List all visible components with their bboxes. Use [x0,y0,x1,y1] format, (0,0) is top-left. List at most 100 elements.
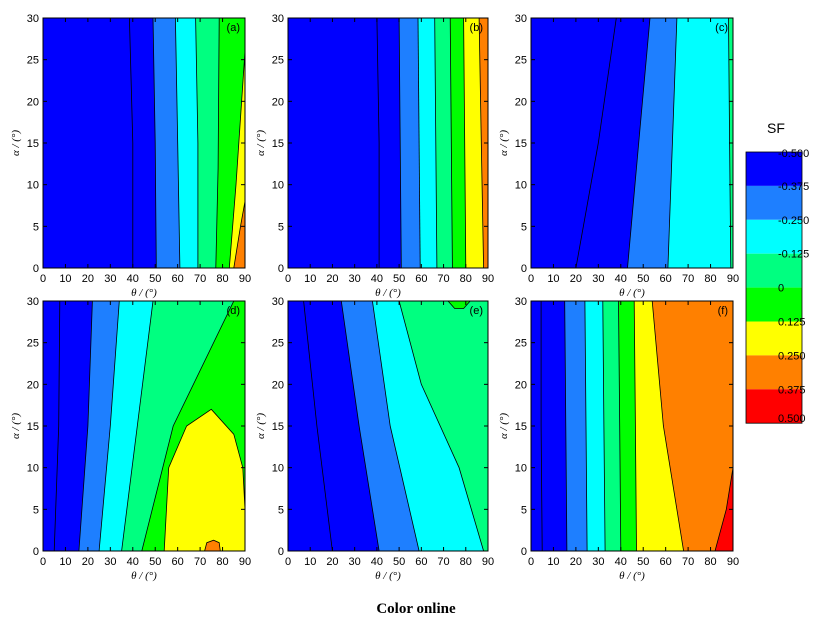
y-tick-label: 20 [27,96,39,108]
y-tick-label: 25 [272,338,284,350]
y-tick-label: 20 [515,379,527,391]
y-tick-label: 10 [272,180,284,192]
y-tick-label: 15 [515,421,527,433]
contour-line [449,18,453,268]
x-tick-label: 50 [393,273,405,285]
contour-line [398,18,402,268]
panel-tag: (e) [470,305,483,317]
x-axis-label: θ / (°) [375,287,401,299]
y-tick-label: 25 [272,55,284,67]
x-tick-label: 10 [59,273,71,285]
panel-tag: (d) [227,305,240,317]
y-axis-label: α / (°) [498,413,510,439]
contour-line [714,467,733,551]
x-tick-label: 60 [660,556,672,568]
y-tick-label: 20 [272,379,284,391]
x-tick-label: 70 [682,273,694,285]
colorbar-label: 0.250 [778,350,806,362]
x-tick-label: 10 [547,556,559,568]
contour-region [204,540,221,551]
y-tick-label: 15 [272,138,284,150]
colorbar-label: 0.375 [778,384,806,396]
x-tick-label: 40 [615,273,627,285]
x-axis-label: θ / (°) [131,570,157,582]
x-tick-label: 90 [727,556,739,568]
contour-line [667,18,678,268]
y-tick-label: 0 [521,546,527,558]
y-tick-label: 15 [27,421,39,433]
contour-line [376,18,380,268]
y-tick-label: 10 [272,463,284,475]
contour-line [129,18,134,268]
colorbar-label: -0.125 [778,249,809,261]
contour-line [78,301,93,551]
y-tick-label: 10 [515,180,527,192]
contour-line [540,301,543,551]
x-tick-label: 90 [727,273,739,285]
y-tick-label: 15 [27,138,39,150]
x-tick-label: 80 [704,556,716,568]
x-tick-label: 80 [460,556,472,568]
y-tick-label: 25 [27,338,39,350]
x-tick-label: 0 [528,556,534,568]
x-tick-label: 30 [349,556,361,568]
contour-line [152,18,157,268]
panel-a: 0 10 20 30 40 50 60 70 80 90 0 5 10 15 20 25 30 θ / (°) α … [10,13,251,299]
x-tick-label: 40 [371,273,383,285]
panel-f: 0 10 20 30 40 50 60 70 80 90 0 5 10 15 20 25 30 θ / (°) α … [498,296,739,582]
y-tick-label: 20 [515,96,527,108]
x-tick-label: 60 [172,556,184,568]
x-tick-label: 40 [127,273,139,285]
panel-tag: (f) [718,305,728,317]
x-tick-label: 60 [415,556,427,568]
contour-line [228,51,245,268]
y-axis-label: α / (°) [10,130,22,156]
contour-region [479,18,488,268]
colorbar-swatch [746,253,802,288]
panel-tag: (c) [715,22,728,34]
contour-region [715,467,733,551]
contour-line [564,301,568,551]
y-tick-label: 5 [278,221,284,233]
y-tick-label: 15 [515,138,527,150]
y-tick-label: 0 [278,263,284,275]
y-tick-label: 5 [278,504,284,516]
panel-tag: (a) [227,22,240,34]
contour-line [633,301,637,551]
contour-line [463,18,467,268]
x-tick-label: 80 [704,273,716,285]
x-tick-label: 90 [482,273,494,285]
contour-line [434,18,438,268]
colorbar-swatch [746,185,802,220]
x-tick-label: 20 [326,273,338,285]
x-tick-label: 90 [239,556,251,568]
panel-tag: (b) [470,22,483,34]
contour-line [340,301,380,551]
y-tick-label: 20 [27,379,39,391]
contour-line [215,18,220,268]
contour-line [417,18,421,268]
colorbar-swatch [746,355,802,390]
panel-e: 0 10 20 30 40 50 60 70 80 90 0 5 10 15 20 25 30 θ / (°) α … [255,296,494,582]
x-tick-label: 30 [592,273,604,285]
x-tick-label: 60 [415,273,427,285]
x-tick-label: 50 [393,556,405,568]
x-tick-label: 0 [40,273,46,285]
x-tick-label: 90 [482,556,494,568]
y-tick-label: 25 [27,55,39,67]
colorbar-swatch [746,219,802,254]
colorbar-label: -0.250 [778,215,809,227]
x-tick-label: 70 [437,556,449,568]
panel-c: 0 10 20 30 40 50 60 70 80 90 0 5 10 15 20 25 30 θ / (°) α … [498,13,739,299]
contour-line [651,301,684,551]
y-axis-label: α / (°) [10,413,22,439]
contour-line [233,201,245,268]
x-axis-label: θ / (°) [619,287,645,299]
contour-line [602,301,606,551]
colorbar-label: 0.500 [778,413,806,425]
x-tick-label: 50 [637,273,649,285]
y-tick-label: 0 [33,546,39,558]
x-tick-label: 50 [149,273,161,285]
y-axis-label: α / (°) [498,130,510,156]
